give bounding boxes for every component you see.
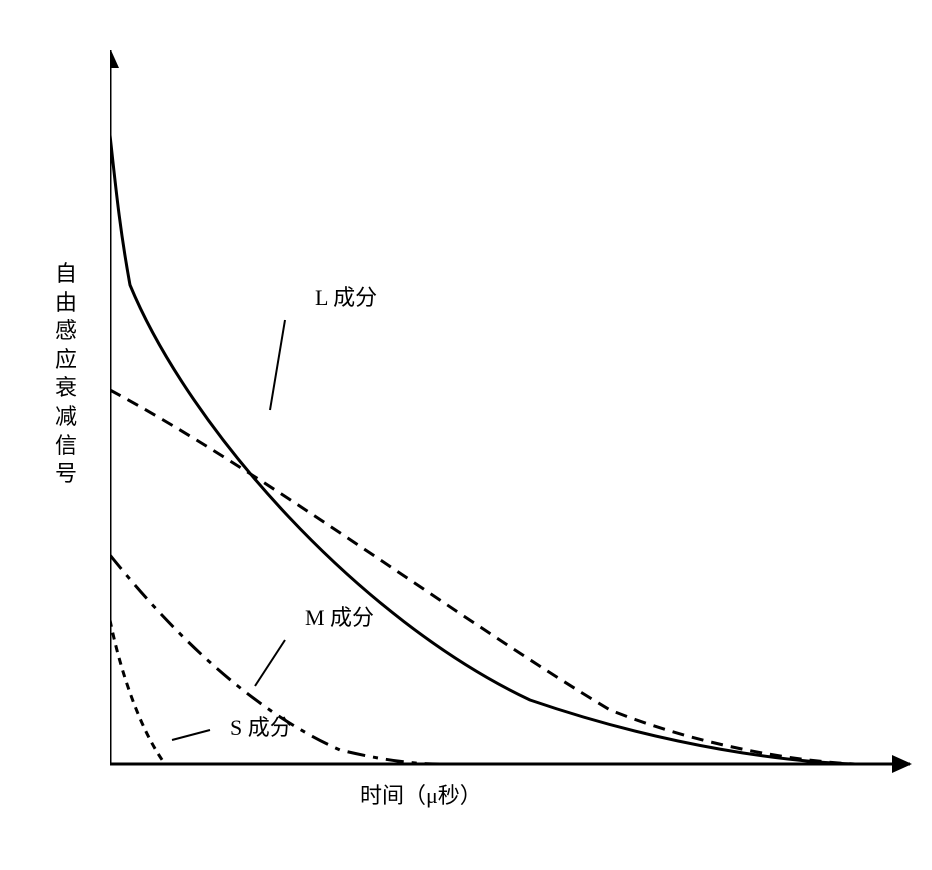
leader-m [255,640,285,686]
leader-l [270,320,285,410]
curve-m [110,555,440,764]
y-axis-label: 自由感应衰减信号 [55,260,75,489]
y-axis-arrow [110,50,119,68]
chart-container: 自由感应衰减信号 时间（μ秒） L 成分 M 成分 S 成分 [20,20,932,850]
leader-s [172,730,210,740]
x-axis-arrow [892,755,912,773]
curve-total [110,135,855,764]
curve-l [110,390,855,764]
plot-svg [110,50,930,790]
curve-s [110,620,165,764]
